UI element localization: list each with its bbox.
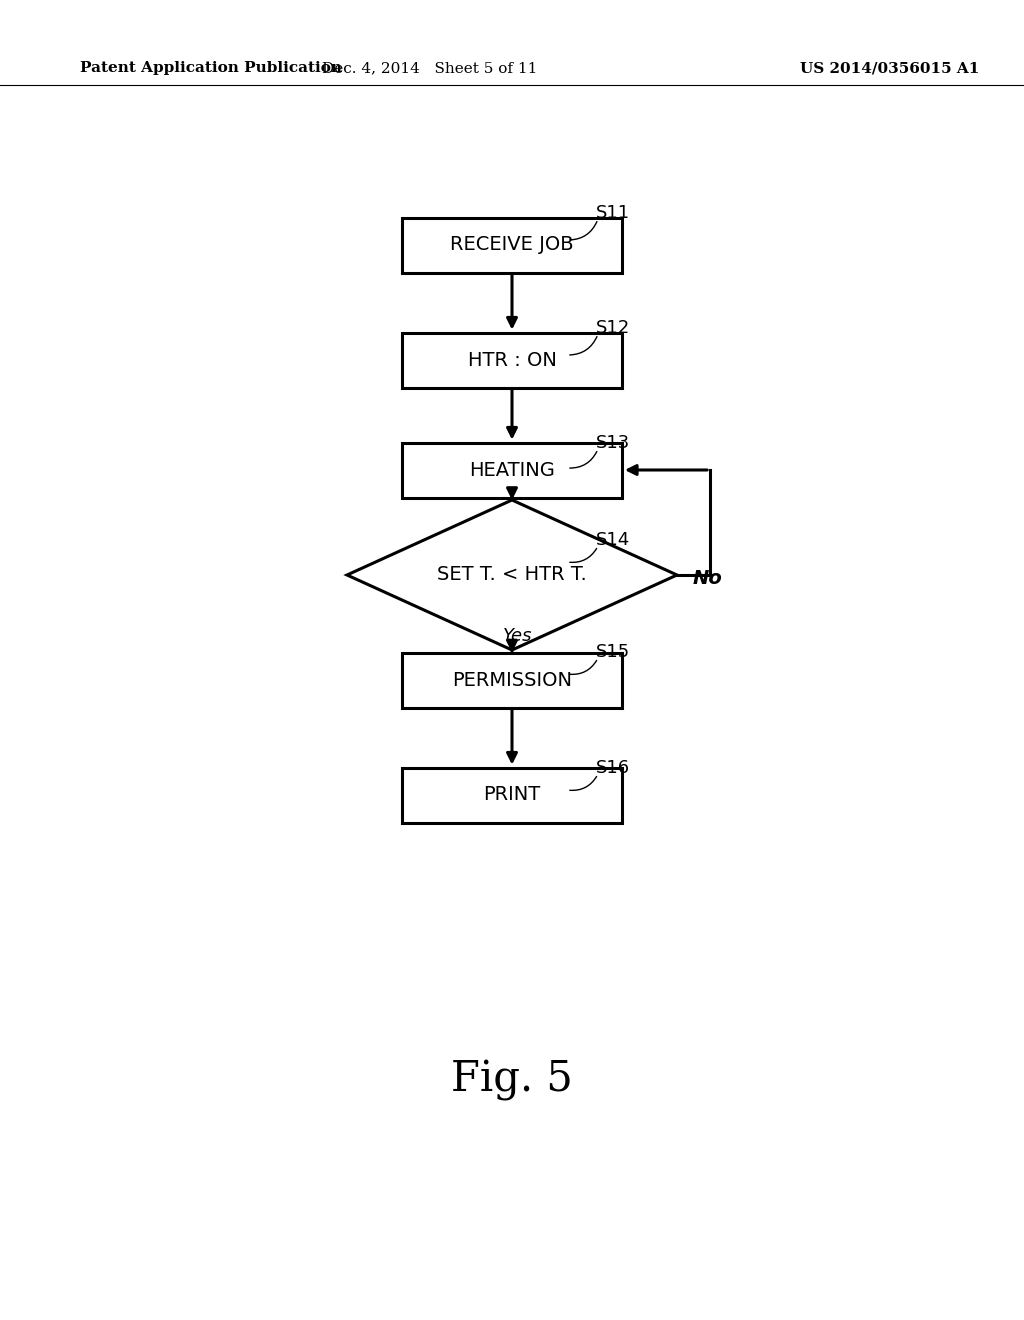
Text: Yes: Yes bbox=[503, 627, 532, 645]
Text: PRINT: PRINT bbox=[483, 785, 541, 804]
Text: HEATING: HEATING bbox=[469, 461, 555, 479]
Text: S14: S14 bbox=[596, 531, 630, 549]
Text: Fig. 5: Fig. 5 bbox=[451, 1059, 573, 1101]
Text: PERMISSION: PERMISSION bbox=[452, 671, 572, 689]
Text: S16: S16 bbox=[596, 759, 630, 777]
Text: US 2014/0356015 A1: US 2014/0356015 A1 bbox=[801, 61, 980, 75]
Text: S13: S13 bbox=[596, 434, 630, 451]
Text: Dec. 4, 2014   Sheet 5 of 11: Dec. 4, 2014 Sheet 5 of 11 bbox=[323, 61, 538, 75]
Bar bbox=[402, 442, 622, 498]
Text: Patent Application Publication: Patent Application Publication bbox=[80, 61, 342, 75]
Bar bbox=[402, 767, 622, 822]
Text: SET T. < HTR T.: SET T. < HTR T. bbox=[437, 565, 587, 585]
Text: S11: S11 bbox=[596, 205, 630, 222]
Polygon shape bbox=[347, 500, 677, 649]
Bar bbox=[402, 652, 622, 708]
Text: No: No bbox=[693, 569, 723, 587]
Text: S12: S12 bbox=[596, 319, 630, 337]
Bar bbox=[402, 218, 622, 272]
Text: HTR : ON: HTR : ON bbox=[468, 351, 556, 370]
Text: S15: S15 bbox=[596, 643, 630, 661]
Bar bbox=[402, 333, 622, 388]
Text: RECEIVE JOB: RECEIVE JOB bbox=[451, 235, 573, 255]
